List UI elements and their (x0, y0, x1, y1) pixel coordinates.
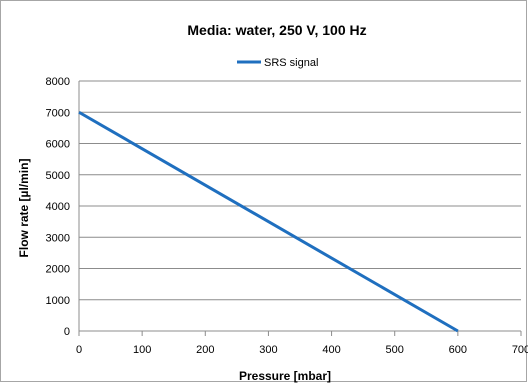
y-tick-label: 0 (64, 326, 70, 338)
y-tick-label: 7000 (46, 107, 70, 119)
y-tick-label: 6000 (46, 139, 70, 151)
x-tick-label: 600 (449, 344, 467, 356)
series-line-0 (78, 110, 459, 333)
x-tick-label: 500 (386, 344, 404, 356)
x-tick-label: 700 (512, 344, 528, 356)
tick-labels: 0 1000 2000 3000 4000 5000 6000 7000 8000 0 100 200… (46, 76, 528, 356)
x-tick-label: 100 (133, 344, 151, 356)
y-tick-label: 5000 (46, 170, 70, 182)
x-tick-label: 200 (196, 344, 214, 356)
legend-label: SRS signal (264, 57, 318, 69)
y-tick-label: 4000 (46, 201, 70, 213)
axes (78, 81, 522, 336)
chart-title: Media: water, 250 V, 100 Hz (187, 22, 366, 38)
legend: SRS signal (237, 57, 318, 69)
series-group (78, 110, 459, 333)
x-tick-label: 400 (322, 344, 340, 356)
x-axis-label: Pressure [mbar] (239, 369, 331, 383)
x-tick-label: 300 (259, 344, 277, 356)
y-axis-label: Flow rate [µl/min] (17, 159, 31, 258)
y-tick-label: 2000 (46, 264, 70, 276)
y-tick-label: 1000 (46, 295, 70, 307)
y-tick-label: 8000 (46, 76, 70, 88)
gridlines (79, 80, 521, 301)
x-tick-label: 0 (76, 344, 82, 356)
y-tick-label: 3000 (46, 232, 70, 244)
